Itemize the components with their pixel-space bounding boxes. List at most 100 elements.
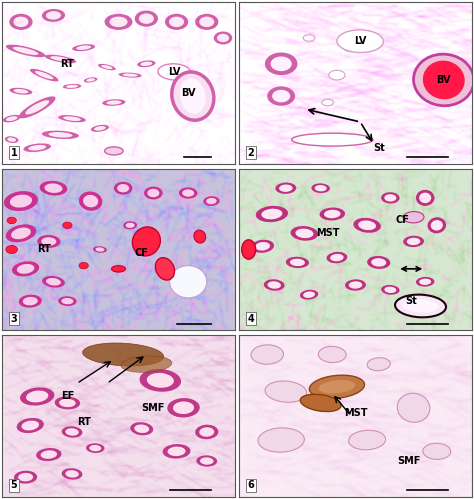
- Ellipse shape: [5, 136, 18, 143]
- Ellipse shape: [329, 70, 345, 80]
- Ellipse shape: [322, 99, 333, 106]
- Ellipse shape: [147, 189, 159, 197]
- Ellipse shape: [93, 246, 107, 253]
- Ellipse shape: [7, 217, 16, 224]
- Ellipse shape: [407, 238, 420, 245]
- Ellipse shape: [147, 373, 174, 388]
- Ellipse shape: [36, 448, 62, 461]
- Ellipse shape: [83, 195, 98, 208]
- Ellipse shape: [114, 182, 132, 195]
- Ellipse shape: [63, 84, 82, 89]
- Ellipse shape: [48, 132, 73, 138]
- Ellipse shape: [319, 380, 356, 394]
- Ellipse shape: [395, 294, 446, 317]
- Ellipse shape: [10, 195, 32, 208]
- Ellipse shape: [319, 208, 345, 221]
- Ellipse shape: [327, 252, 347, 263]
- Ellipse shape: [381, 285, 400, 295]
- Ellipse shape: [76, 45, 91, 50]
- Ellipse shape: [337, 30, 383, 52]
- Ellipse shape: [173, 402, 194, 414]
- Ellipse shape: [42, 131, 79, 139]
- Ellipse shape: [349, 281, 362, 289]
- Ellipse shape: [267, 281, 281, 289]
- Ellipse shape: [19, 96, 55, 118]
- Ellipse shape: [6, 246, 18, 253]
- Ellipse shape: [251, 345, 283, 364]
- Ellipse shape: [423, 443, 451, 460]
- Ellipse shape: [135, 10, 158, 26]
- Ellipse shape: [111, 265, 126, 272]
- Ellipse shape: [139, 13, 154, 24]
- Ellipse shape: [86, 78, 95, 82]
- Ellipse shape: [41, 450, 57, 459]
- Ellipse shape: [6, 44, 46, 57]
- Text: 6: 6: [247, 480, 255, 490]
- Text: 2: 2: [247, 148, 255, 158]
- Ellipse shape: [397, 393, 430, 422]
- Ellipse shape: [12, 261, 39, 276]
- Ellipse shape: [55, 396, 80, 409]
- Ellipse shape: [89, 445, 101, 451]
- Ellipse shape: [40, 181, 67, 196]
- Ellipse shape: [7, 137, 16, 142]
- Ellipse shape: [206, 198, 217, 204]
- Ellipse shape: [300, 290, 318, 299]
- Ellipse shape: [255, 242, 270, 250]
- Ellipse shape: [84, 77, 98, 83]
- Ellipse shape: [46, 11, 61, 19]
- Ellipse shape: [428, 217, 446, 234]
- Ellipse shape: [431, 220, 443, 231]
- Ellipse shape: [137, 60, 155, 67]
- Ellipse shape: [118, 72, 142, 78]
- Ellipse shape: [42, 9, 65, 22]
- Text: RT: RT: [61, 59, 74, 69]
- Ellipse shape: [344, 43, 358, 52]
- Ellipse shape: [20, 387, 55, 406]
- Ellipse shape: [200, 457, 214, 465]
- Text: 5: 5: [10, 480, 18, 490]
- Ellipse shape: [61, 298, 73, 304]
- Ellipse shape: [290, 258, 305, 266]
- Ellipse shape: [30, 69, 58, 81]
- Ellipse shape: [139, 369, 181, 392]
- Text: BV: BV: [181, 88, 195, 98]
- Text: 1: 1: [10, 148, 18, 158]
- Ellipse shape: [42, 276, 65, 287]
- Text: 4: 4: [247, 314, 255, 324]
- Ellipse shape: [267, 86, 295, 106]
- Ellipse shape: [72, 44, 95, 51]
- Ellipse shape: [65, 470, 79, 478]
- Ellipse shape: [163, 444, 191, 459]
- Ellipse shape: [105, 147, 123, 155]
- Text: MST: MST: [344, 408, 367, 418]
- Ellipse shape: [416, 277, 435, 286]
- Ellipse shape: [258, 428, 304, 452]
- Ellipse shape: [58, 115, 86, 122]
- Ellipse shape: [358, 221, 376, 230]
- Ellipse shape: [94, 126, 106, 131]
- Ellipse shape: [214, 31, 232, 44]
- Text: St: St: [405, 296, 417, 306]
- Ellipse shape: [62, 426, 82, 438]
- Ellipse shape: [367, 358, 390, 371]
- Ellipse shape: [279, 185, 292, 192]
- Ellipse shape: [256, 206, 288, 222]
- Ellipse shape: [311, 183, 330, 193]
- Text: St: St: [373, 143, 384, 153]
- Ellipse shape: [292, 133, 373, 146]
- Ellipse shape: [217, 34, 229, 42]
- Ellipse shape: [117, 184, 129, 193]
- Ellipse shape: [251, 240, 274, 253]
- Ellipse shape: [50, 56, 71, 62]
- Ellipse shape: [264, 279, 284, 291]
- Ellipse shape: [82, 343, 164, 366]
- Ellipse shape: [109, 16, 128, 27]
- Ellipse shape: [275, 183, 296, 194]
- Ellipse shape: [18, 473, 33, 482]
- Ellipse shape: [261, 209, 283, 220]
- Ellipse shape: [167, 398, 200, 418]
- Ellipse shape: [35, 71, 54, 79]
- Ellipse shape: [195, 425, 219, 439]
- Text: BV: BV: [437, 75, 451, 85]
